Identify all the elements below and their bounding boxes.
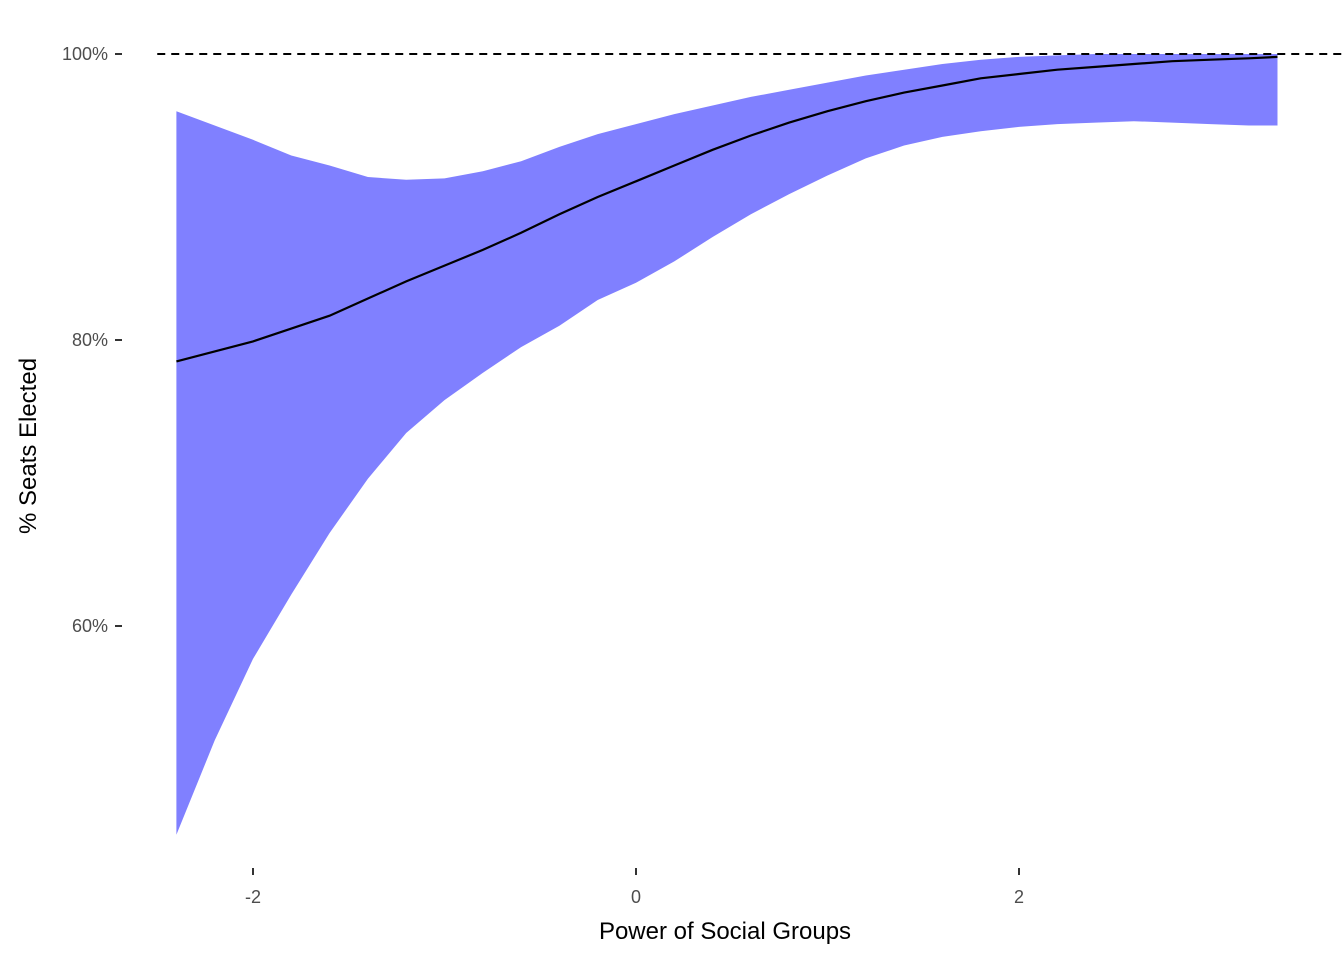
- y-tick-label: 60%: [72, 616, 108, 636]
- y-axis: 60% 80% 100%: [62, 44, 122, 636]
- y-tick-label: 100%: [62, 44, 108, 64]
- y-tick-label: 80%: [72, 330, 108, 350]
- mean-line: [176, 55, 1278, 363]
- y-axis-title: % Seats Elected: [15, 358, 42, 534]
- plot-area: [157, 53, 1344, 835]
- confidence-band: [176, 54, 1278, 835]
- x-tick-label: 0: [631, 887, 641, 907]
- x-tick-label: 2: [1014, 887, 1024, 907]
- x-tick-label: -2: [245, 887, 261, 907]
- x-axis-title: Power of Social Groups: [599, 918, 851, 945]
- x-axis: -2 0 2: [245, 868, 1024, 907]
